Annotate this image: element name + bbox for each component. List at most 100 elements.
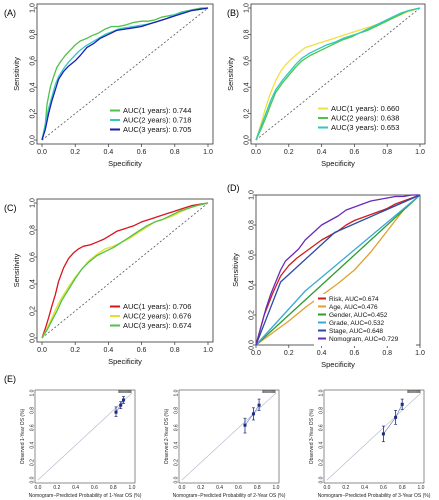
series-line-2 xyxy=(255,7,421,141)
x-tick-label: 0.6 xyxy=(235,485,242,491)
y-tick-label: 0.6 xyxy=(244,56,251,66)
y-tick-label: 0.6 xyxy=(249,250,256,260)
calibration-point xyxy=(122,398,126,402)
y-tick-label: 0.2 xyxy=(174,459,180,466)
y-axis-label: Observed 2-Year OS (%) xyxy=(164,408,170,464)
x-tick-label: 0.0 xyxy=(37,149,47,156)
x-axis-label: Specificity xyxy=(108,159,142,168)
x-tick-label: 0.0 xyxy=(251,149,261,156)
reference-diagonal xyxy=(255,7,421,141)
roc-panel-d: 0.0 0.2 0.4 0.6 0.8 1.0 0.0 0.2 0.4 0.6 0.8 1.0 Spec… xyxy=(227,183,425,369)
x-tick-label: 0.4 xyxy=(216,485,223,491)
y-tick-label: 0.0 xyxy=(30,476,36,483)
x-tick-label: 1.0 xyxy=(415,350,425,357)
y-tick-label: 0.8 xyxy=(174,407,180,414)
x-tick-label: 0.8 xyxy=(254,485,261,491)
x-tick-label: 0.4 xyxy=(104,347,114,354)
x-tick-label: 0.8 xyxy=(382,149,392,156)
legend-entry: Age, AUC=0.476 xyxy=(329,304,378,311)
legend-entry: AUC(2 years): 0.718 xyxy=(123,116,191,125)
x-tick-label: 0.6 xyxy=(91,485,98,491)
legend-entry: AUC(1 years): 0.706 xyxy=(123,302,191,311)
plot-frame xyxy=(36,3,214,145)
x-tick-label: 1.0 xyxy=(415,149,425,156)
y-tick-label: 0.8 xyxy=(30,29,37,39)
calibration-point xyxy=(394,415,398,419)
y-tick-label: 1.0 xyxy=(30,3,37,13)
x-tick-label: 1.0 xyxy=(203,149,213,156)
calibration-point xyxy=(243,423,247,427)
panel-label: (C) xyxy=(4,203,17,213)
y-tick-label: 1.0 xyxy=(249,190,256,200)
x-tick-label: 0.8 xyxy=(399,485,406,491)
ideal-line xyxy=(181,392,277,481)
y-tick-label: 0.4 xyxy=(244,82,251,92)
x-tick-label: 0.2 xyxy=(53,485,60,491)
y-tick-label: 0.6 xyxy=(174,424,180,431)
x-tick-label: 0.6 xyxy=(137,347,147,354)
legend-entry: Gender, AUC=0.452 xyxy=(329,312,388,319)
x-tick-label: 0.0 xyxy=(37,347,47,354)
panel-label: (A) xyxy=(4,8,16,18)
x-tick-label: 0.8 xyxy=(170,347,180,354)
y-axis-label: Observed 1-Year OS (%) xyxy=(20,408,26,464)
y-tick-label: 0.2 xyxy=(30,109,37,119)
y-tick-label: 0.0 xyxy=(174,476,180,483)
series-line-3 xyxy=(41,202,209,339)
x-tick-label: 0.0 xyxy=(179,485,186,491)
series-line-3 xyxy=(255,194,421,346)
x-axis-label: Specificity xyxy=(108,357,142,366)
y-tick-label: 0.0 xyxy=(244,135,251,145)
calibration-point xyxy=(114,410,118,414)
plot-frame xyxy=(34,389,136,484)
x-tick-label: 0.2 xyxy=(197,485,204,491)
x-tick-label: 0.4 xyxy=(361,485,368,491)
y-tick-label: 0.0 xyxy=(30,333,37,343)
plot-frame xyxy=(250,3,426,145)
y-tick-label: 0.0 xyxy=(319,476,325,483)
legend-entry: AUC(2 years): 0.676 xyxy=(123,312,191,321)
y-tick-label: 0.6 xyxy=(30,56,37,66)
calibration-point xyxy=(119,403,123,407)
legend-entry: Grade, AUC=0.532 xyxy=(329,320,384,327)
series-line-2 xyxy=(255,194,421,346)
y-tick-label: 0.6 xyxy=(30,252,37,262)
x-tick-label: 0.2 xyxy=(70,347,80,354)
y-axis-label: Sensitivity xyxy=(226,57,235,91)
roc-panel-b: 0.0 0.2 0.4 0.6 0.8 1.0 0.0 0.2 0.4 0.6 0.8 1.0 Spec… xyxy=(226,3,426,168)
calibration-panel-2: 0.0 0.0 0.2 0.2 0.4 0.4 0.6 0.6 0.8 0.8 1.0 1.0 Nomo… xyxy=(164,389,286,499)
calibration-point xyxy=(257,403,261,407)
panel-label: (B) xyxy=(227,8,239,18)
y-tick-label: 0.4 xyxy=(174,442,180,449)
series-line-3 xyxy=(41,7,209,141)
calibration-panel-3: 0.0 0.0 0.2 0.2 0.4 0.4 0.6 0.6 0.8 0.8 1.0 1.0 Nomo… xyxy=(309,389,431,499)
x-tick-label: 0.4 xyxy=(317,149,327,156)
calibration-point xyxy=(251,412,255,416)
legend-entry: AUC(2 years): 0.638 xyxy=(331,114,399,123)
y-tick-label: 1.0 xyxy=(244,3,251,13)
x-tick-label: 0.2 xyxy=(70,149,80,156)
series-line-3 xyxy=(255,7,421,141)
x-tick-label: 1.0 xyxy=(418,485,425,491)
legend-entry: AUC(3 years): 0.674 xyxy=(123,321,191,330)
legend-entry: AUC(3 years): 0.705 xyxy=(123,125,191,134)
x-tick-label: 0.2 xyxy=(342,485,349,491)
x-tick-label: 0.0 xyxy=(35,485,42,491)
series-line-2 xyxy=(41,7,209,141)
x-tick-label: 0.6 xyxy=(380,485,387,491)
y-axis-label: Sensitivity xyxy=(231,253,240,287)
legend-background xyxy=(314,294,416,346)
x-tick-label: 0.4 xyxy=(72,485,79,491)
y-tick-label: 0.2 xyxy=(30,306,37,316)
y-tick-label: 0.8 xyxy=(30,225,37,235)
y-tick-label: 0.8 xyxy=(30,407,36,414)
calibration-panel-1: 0.0 0.0 0.2 0.2 0.4 0.4 0.6 0.6 0.8 0.8 1.0 1.0 Nomo… xyxy=(20,389,142,499)
y-tick-label: 0.2 xyxy=(319,459,325,466)
calibration-point xyxy=(400,402,404,406)
legend-entry: Stage, AUC=0.648 xyxy=(329,328,383,335)
x-tick-label: 0.8 xyxy=(170,149,180,156)
